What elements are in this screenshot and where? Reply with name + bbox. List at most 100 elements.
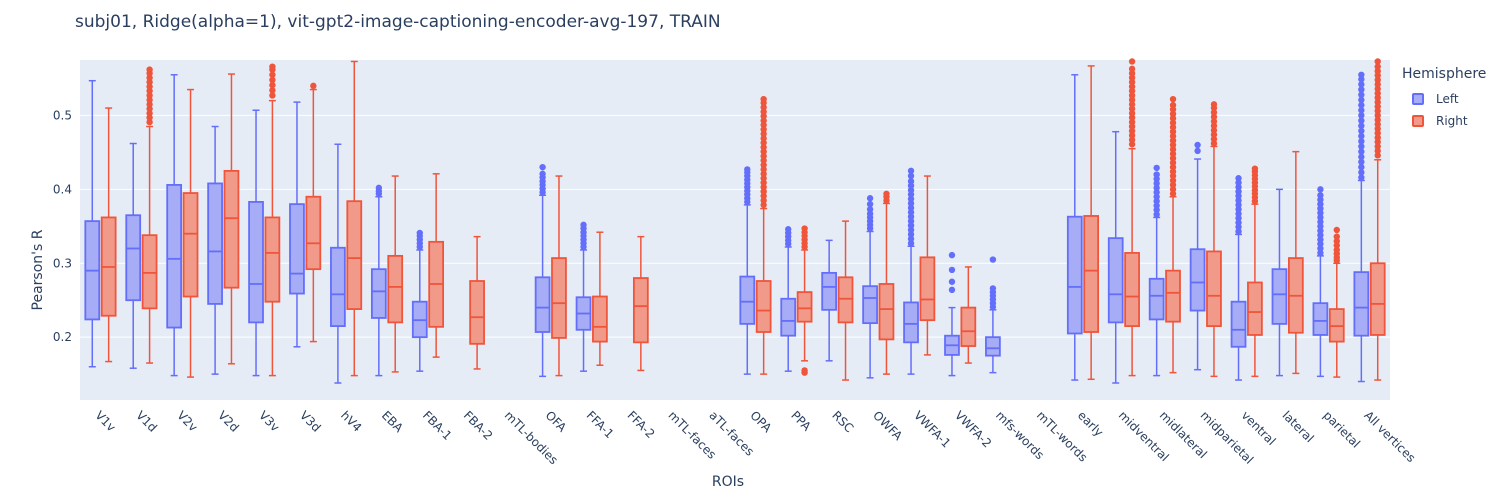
outlier-point xyxy=(1317,205,1324,212)
box-left-vwfa-1[interactable] xyxy=(903,167,919,375)
box-right-midventral[interactable] xyxy=(1124,58,1140,377)
box-iqr xyxy=(1107,237,1124,324)
box-right-v3d[interactable] xyxy=(305,82,322,343)
outlier-point xyxy=(1169,115,1177,122)
outlier-point xyxy=(269,87,276,94)
box-left-owfa[interactable] xyxy=(862,195,878,379)
box-left-ofa[interactable] xyxy=(534,163,551,378)
box-right-vwfa-2[interactable] xyxy=(960,266,977,364)
box-right-owfa[interactable] xyxy=(878,190,895,375)
box-left-opa[interactable] xyxy=(739,166,756,375)
outlier-point xyxy=(948,286,956,294)
box-left-v1d[interactable] xyxy=(125,142,142,369)
box-left-v2d[interactable] xyxy=(207,125,223,375)
box-right-fba-2[interactable] xyxy=(469,235,485,370)
box-right-ppa[interactable] xyxy=(796,225,813,376)
outlier-point xyxy=(760,175,767,182)
box-left-vwfa-2[interactable] xyxy=(944,251,960,377)
y-tick-label: 0.5 xyxy=(53,108,72,122)
box-right-v2d[interactable] xyxy=(223,73,240,365)
outlier-point xyxy=(1169,101,1177,109)
box-right-ffa-2[interactable] xyxy=(632,235,649,372)
box-right-lateral[interactable] xyxy=(1287,150,1304,375)
outlier-point xyxy=(1358,112,1365,119)
legend-item-left[interactable]: Left xyxy=(1402,88,1486,110)
legend-swatch-left xyxy=(1412,93,1424,105)
outlier-point xyxy=(146,96,153,104)
outlier-point xyxy=(1169,155,1177,162)
box-left-v3v[interactable] xyxy=(248,109,264,377)
box-right-early[interactable] xyxy=(1083,65,1100,381)
box-left-v3d[interactable] xyxy=(289,101,305,348)
box-right-ffa-1[interactable] xyxy=(592,231,608,367)
outlier-point xyxy=(1169,95,1177,103)
box-left-v1v[interactable] xyxy=(84,79,101,368)
x-axis-ticks: V1v V1d V2v V2d V3v V3d hV4 EBA FBA-1 FBA-2 mTL-bo… xyxy=(92,408,1418,467)
box-right-v3v[interactable] xyxy=(264,63,281,377)
box-right-hv4[interactable] xyxy=(346,60,363,377)
box-left-ppa[interactable] xyxy=(780,226,797,372)
box-left-parietal[interactable] xyxy=(1312,186,1329,378)
box-right-vwfa-1[interactable] xyxy=(919,175,936,356)
outlier-point xyxy=(760,166,767,173)
box-right-ofa[interactable] xyxy=(551,175,567,377)
box-iqr xyxy=(141,234,158,310)
outlier-point xyxy=(1374,147,1381,155)
outlier-point xyxy=(1128,141,1136,148)
outlier-point xyxy=(1317,196,1324,203)
outlier-point xyxy=(1374,85,1381,93)
box-right-all-vertices[interactable] xyxy=(1369,58,1386,381)
box-left-early[interactable] xyxy=(1066,74,1083,381)
box-left-all-vertices[interactable] xyxy=(1353,71,1370,383)
box-right-fba-1[interactable] xyxy=(428,173,445,358)
outlier-point xyxy=(1235,219,1242,226)
box-right-v1v[interactable] xyxy=(100,107,117,363)
box-right-rsc[interactable] xyxy=(837,220,854,381)
outlier-point xyxy=(1374,112,1381,119)
box-left-midlateral[interactable] xyxy=(1148,164,1165,377)
box-right-parietal[interactable] xyxy=(1328,226,1345,378)
box-left-eba[interactable] xyxy=(370,184,387,377)
box-iqr xyxy=(264,216,281,303)
box-right-eba[interactable] xyxy=(387,175,404,373)
box-right-midlateral[interactable] xyxy=(1165,95,1181,374)
box-left-midparietal[interactable] xyxy=(1189,141,1206,371)
box-right-opa[interactable] xyxy=(755,95,772,375)
outlier-point xyxy=(539,163,546,171)
box-iqr xyxy=(739,275,756,325)
outlier-point xyxy=(1169,132,1177,140)
box-iqr xyxy=(387,254,404,324)
outlier-point xyxy=(760,144,767,151)
outlier-point xyxy=(1128,74,1136,81)
box-left-ffa-1[interactable] xyxy=(575,221,592,372)
x-tick-label: ventral xyxy=(1239,408,1279,448)
box-left-lateral[interactable] xyxy=(1271,188,1288,377)
outlier-point xyxy=(760,139,767,146)
box-iqr xyxy=(534,276,551,333)
box-left-ventral[interactable] xyxy=(1230,175,1247,381)
box-left-fba-1[interactable] xyxy=(411,229,428,372)
outlier-point xyxy=(1374,90,1381,97)
outlier-point xyxy=(760,201,767,209)
outlier-point xyxy=(1210,113,1218,121)
box-right-ventral[interactable] xyxy=(1247,165,1263,378)
outlier-point xyxy=(1235,214,1242,222)
box-iqr xyxy=(330,246,346,327)
box-right-v2v[interactable] xyxy=(182,88,199,378)
outlier-point xyxy=(1374,107,1381,115)
box-plots xyxy=(84,58,1386,384)
box-left-v2v[interactable] xyxy=(166,74,183,377)
legend-item-right[interactable]: Right xyxy=(1402,110,1486,132)
box-left-mfs-words[interactable] xyxy=(985,256,1001,374)
outlier-point xyxy=(1194,147,1201,155)
outlier-point xyxy=(760,95,767,103)
box-left-hv4[interactable] xyxy=(330,143,346,384)
outlier-point xyxy=(1153,189,1160,196)
x-tick-label: hV4 xyxy=(338,408,364,434)
box-right-midparietal[interactable] xyxy=(1206,101,1222,378)
outlier-point xyxy=(1128,123,1136,130)
box-left-midventral[interactable] xyxy=(1107,130,1124,384)
box-right-v1d[interactable] xyxy=(141,66,158,364)
outlier-point xyxy=(1235,228,1242,235)
box-left-rsc[interactable] xyxy=(821,239,838,362)
